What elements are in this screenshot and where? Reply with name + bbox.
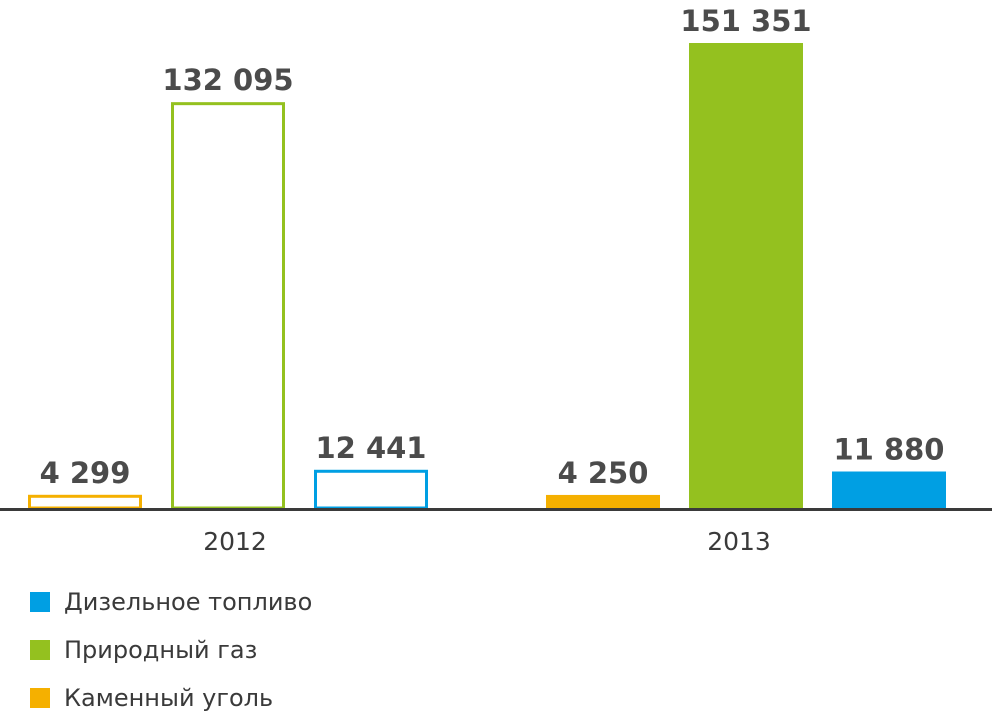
category-label-2013: 2013 <box>707 527 771 556</box>
value-label-2012-series-1: 132 095 <box>162 63 293 97</box>
legend-label-natural-gas: Природный газ <box>64 636 258 664</box>
legend-swatch-diesel <box>30 592 50 612</box>
bar-2013-series-1 <box>689 43 803 508</box>
bar-chart: 4 299 132 095 12 441 4 250 151 351 11 880 201… <box>0 4 992 556</box>
bar-2012-series-0 <box>28 494 142 510</box>
category-labels-group: 2012 2013 <box>203 527 771 556</box>
bar-2013-series-2 <box>832 471 946 508</box>
bars-group <box>28 43 946 510</box>
value-label-2012-series-0: 4 299 <box>40 456 131 490</box>
bar-2012-series-1 <box>171 102 285 510</box>
bar-2012-series-2 <box>314 469 428 510</box>
value-label-2013-series-0: 4 250 <box>558 456 649 490</box>
legend-item-coal: Каменный уголь <box>30 674 312 722</box>
value-labels-group: 4 299 132 095 12 441 4 250 151 351 11 880 <box>40 4 945 490</box>
bar-2013-series-0 <box>546 494 660 508</box>
legend-swatch-natural-gas <box>30 640 50 660</box>
legend: Дизельное топливо Природный газ Каменный… <box>30 578 312 722</box>
value-label-2013-series-1: 151 351 <box>680 4 811 38</box>
legend-label-coal: Каменный уголь <box>64 684 274 712</box>
category-label-2012: 2012 <box>203 527 267 556</box>
value-label-2013-series-2: 11 880 <box>834 433 945 467</box>
legend-item-natural-gas: Природный газ <box>30 626 312 674</box>
legend-label-diesel: Дизельное топливо <box>64 588 313 616</box>
value-label-2012-series-2: 12 441 <box>316 431 427 465</box>
legend-swatch-coal <box>30 688 50 708</box>
legend-item-diesel: Дизельное топливо <box>30 578 312 626</box>
